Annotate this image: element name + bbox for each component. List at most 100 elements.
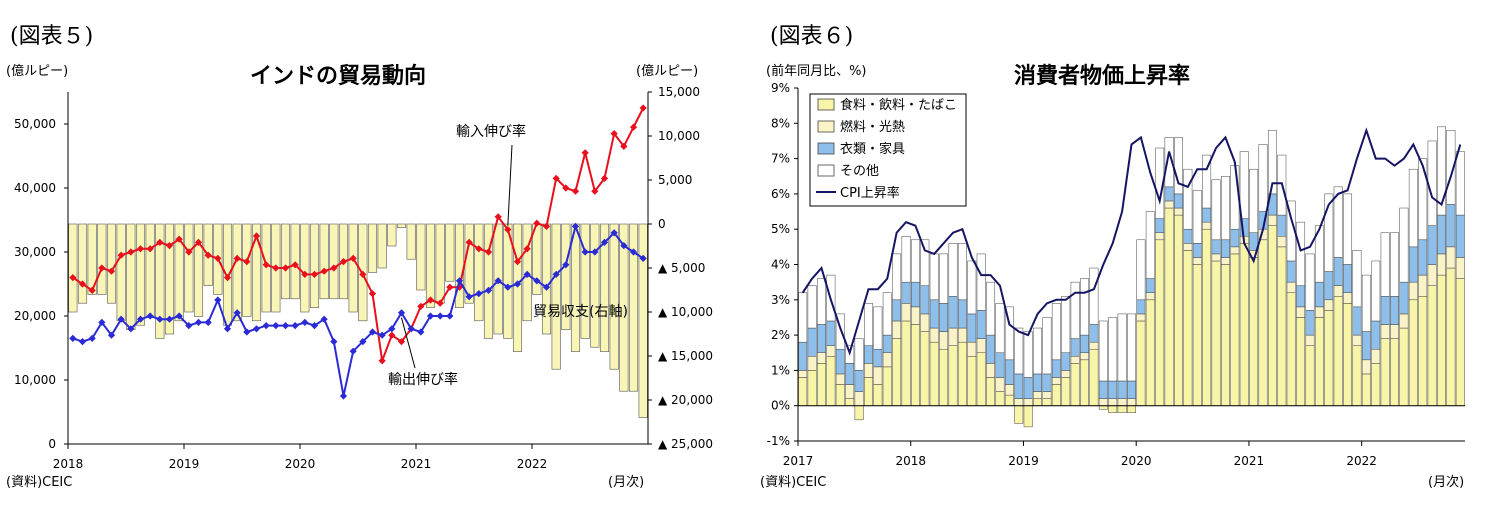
stack-segment — [1211, 179, 1221, 241]
stack-segment — [1127, 405, 1136, 414]
stack-segment — [1371, 320, 1381, 350]
legend-label: 衣類・家具 — [840, 141, 905, 157]
stack-segment — [1361, 331, 1371, 361]
stack-segment — [835, 313, 845, 350]
data-point-marker — [320, 315, 328, 323]
balance-bar — [619, 223, 629, 392]
stack-segment — [1202, 154, 1212, 209]
data-point-marker — [194, 318, 203, 326]
data-point-marker — [620, 242, 628, 250]
stack-segment — [1296, 317, 1306, 406]
data-point-marker — [204, 318, 212, 326]
stack-segment — [1286, 260, 1296, 283]
data-point-marker — [397, 338, 406, 346]
data-point-marker — [378, 331, 386, 339]
stack-segment — [1033, 327, 1042, 375]
data-point-marker — [310, 322, 319, 330]
stack-segment — [1277, 214, 1287, 237]
left-tick-label: 50,000 — [14, 117, 56, 131]
balance-bar — [377, 223, 387, 269]
stack-segment — [1117, 313, 1127, 382]
stack-segment — [1314, 306, 1324, 318]
balance-annotation: 貿易収支(右軸) — [533, 304, 628, 320]
stack-segment — [1380, 324, 1390, 339]
stack-segment — [882, 366, 892, 406]
stack-segment — [1455, 214, 1465, 258]
data-point-marker — [262, 261, 270, 269]
stack-segment — [920, 331, 930, 406]
stack-segment — [1164, 186, 1174, 202]
stack-segment — [967, 313, 977, 343]
stack-segment — [1211, 239, 1221, 255]
stack-segment — [835, 384, 845, 406]
stack-segment — [901, 236, 911, 283]
data-point-marker — [330, 264, 338, 272]
right-tick-label: ▲ 15,000 — [658, 349, 713, 363]
x-tick-label: 2019 — [1008, 454, 1039, 468]
x-axis-unit: (月次) — [608, 474, 644, 490]
y-tick-label: 7% — [771, 152, 790, 166]
stack-segment — [1051, 377, 1061, 385]
stack-segment — [1023, 331, 1033, 378]
balance-bar — [387, 223, 397, 247]
x-tick-label: 2018 — [53, 457, 84, 471]
stack-segment — [995, 391, 1005, 406]
data-point-marker — [204, 251, 212, 259]
data-point-marker — [98, 318, 106, 326]
left-axis-unit: (億ルピー) — [6, 63, 68, 79]
stack-segment — [1437, 253, 1446, 276]
data-point-marker — [136, 315, 145, 323]
data-point-marker — [639, 104, 647, 112]
stack-segment — [1127, 398, 1136, 406]
stack-segment — [1314, 225, 1324, 283]
data-point-marker — [455, 277, 464, 285]
data-point-marker — [610, 130, 618, 138]
data-point-marker — [484, 286, 493, 294]
stack-segment — [826, 320, 836, 346]
stack-segment — [1343, 264, 1353, 293]
data-point-marker — [388, 325, 396, 333]
x-tick-label: 2019 — [169, 457, 200, 471]
data-point-marker — [320, 267, 328, 275]
stack-segment — [1361, 274, 1371, 332]
stack-segment — [1145, 278, 1155, 293]
data-point-marker — [368, 328, 377, 336]
stack-segment — [1239, 151, 1249, 219]
data-point-marker — [262, 322, 270, 330]
stack-segment — [854, 405, 864, 421]
stack-segment — [1221, 176, 1230, 241]
stack-segment — [1333, 186, 1343, 258]
y-tick-label: 5% — [771, 222, 790, 236]
stack-segment — [1352, 306, 1362, 336]
data-point-marker — [475, 245, 483, 253]
data-point-marker — [223, 274, 232, 282]
data-point-marker — [436, 312, 444, 320]
stack-segment — [1117, 380, 1127, 399]
data-point-marker — [359, 270, 367, 278]
stack-segment — [1155, 218, 1165, 233]
stack-segment — [1089, 348, 1099, 406]
stack-segment — [929, 253, 939, 301]
balance-bar — [416, 223, 426, 291]
balance-bar — [628, 223, 639, 392]
balance-bar — [106, 223, 117, 304]
y-tick-label: 0% — [771, 399, 790, 413]
stack-segment — [957, 243, 967, 301]
stack-segment — [1455, 278, 1465, 406]
balance-bar — [474, 223, 484, 322]
stack-segment — [817, 352, 826, 364]
stack-segment — [1221, 239, 1230, 258]
stack-segment — [1258, 144, 1268, 212]
x-tick-label: 2021 — [401, 457, 432, 471]
stack-segment — [1230, 228, 1240, 248]
stack-segment — [1324, 271, 1334, 301]
legend-box — [809, 93, 967, 207]
data-point-marker — [417, 328, 425, 336]
data-point-marker — [436, 299, 444, 307]
balance-bar — [242, 223, 252, 317]
stack-segment — [1098, 320, 1108, 382]
stack-segment — [1023, 405, 1033, 428]
balance-bar — [435, 223, 445, 304]
data-point-marker — [591, 187, 599, 195]
data-point-marker — [494, 277, 502, 285]
